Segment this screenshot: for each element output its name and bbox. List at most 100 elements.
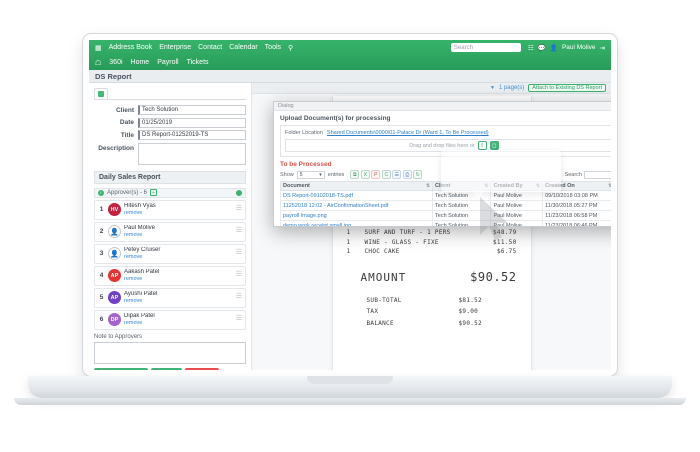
- caret-down-icon[interactable]: ▼: [489, 85, 495, 91]
- remove-approver-link[interactable]: remove: [124, 319, 143, 326]
- menu-item-enterprise[interactable]: Enterprise: [159, 44, 192, 51]
- grid-icon[interactable]: ☷: [527, 44, 534, 52]
- approver-meta: Ayushi Patel remove: [124, 291, 230, 304]
- save-as-draft-button[interactable]: 💾 Save as Draft: [94, 367, 148, 370]
- drag-handle-icon[interactable]: ☰: [235, 315, 242, 323]
- nav-item-payroll[interactable]: Payroll: [157, 59, 179, 66]
- sort-icon: ⇅: [608, 183, 611, 189]
- upload-section-title: Upload Document(s) for processing: [280, 115, 391, 122]
- description-input[interactable]: [138, 142, 246, 165]
- drag-handle-icon[interactable]: ☰: [235, 227, 242, 235]
- cancel-button[interactable]: ✖ Cancel: [185, 367, 219, 370]
- menu-item-contact[interactable]: Contact: [198, 44, 223, 51]
- remove-approver-link[interactable]: remove: [124, 231, 143, 238]
- date-label: Date: [119, 119, 134, 126]
- receipt-amount-row: AMOUNT $90.52: [347, 270, 517, 284]
- menu-item-tools[interactable]: Tools: [264, 44, 282, 51]
- entries-per-page-select[interactable]: 5 ▾: [296, 170, 325, 179]
- drag-handle-icon[interactable]: ☰: [235, 249, 242, 257]
- total-label: TAX: [366, 308, 379, 316]
- section-header-daily-sales: Daily Sales Report: [94, 170, 246, 184]
- date-input[interactable]: 01/25/2019: [138, 117, 246, 128]
- cell-document[interactable]: DS Report-09102018-TS.pdf: [279, 190, 434, 201]
- folder-icon[interactable]: ◻: [489, 141, 499, 150]
- csv-icon[interactable]: C: [381, 170, 391, 179]
- col-document-label: Document: [283, 183, 310, 189]
- user-icon[interactable]: 👤: [549, 44, 558, 52]
- search-label: Search: [564, 171, 582, 178]
- upload-icon[interactable]: ⇧: [477, 141, 487, 150]
- table-row[interactable]: demo work receipt small.jpg Tech Solutio…: [279, 220, 611, 226]
- item-qty: 1: [346, 248, 351, 256]
- chat-icon[interactable]: 💬: [537, 44, 546, 52]
- to-be-processed-title: To be Processed: [280, 161, 332, 168]
- remove-approver-link[interactable]: remove: [124, 209, 143, 216]
- home-icon[interactable]: ☖: [95, 59, 102, 67]
- nav-item-home[interactable]: Home: [130, 59, 150, 66]
- menu-item-calendar[interactable]: Calendar: [229, 44, 258, 51]
- remove-approver-link[interactable]: remove: [124, 297, 143, 304]
- search-input[interactable]: [584, 170, 611, 179]
- drag-handle-icon[interactable]: ☰: [235, 205, 242, 213]
- table-row[interactable]: payroll Image.png Tech Solution Paul Mol…: [279, 210, 611, 221]
- list-item[interactable]: 3 👤 Petey Cruiser remove ☰: [94, 243, 246, 264]
- menu-item-address-book[interactable]: Address Book: [108, 44, 153, 51]
- chevron-down-icon: ▾: [319, 171, 322, 178]
- search-input[interactable]: Search: [450, 43, 521, 52]
- list-item[interactable]: 6 DP Dipak Patel remove ☰: [94, 309, 246, 330]
- viewer-toolbar: ▼ 1 page(s) Attach to Existing DS Report: [252, 83, 611, 94]
- logout-icon[interactable]: ⇥: [599, 44, 605, 52]
- attach-to-existing-ds-report-button[interactable]: Attach to Existing DS Report: [528, 84, 606, 92]
- folder-location-link[interactable]: Shared Documents\0000\01-Palace Dr (Ward…: [326, 130, 489, 136]
- laptop-lid: ▦ Address Book Enterprise Contact Calend…: [83, 34, 617, 376]
- drag-handle-icon[interactable]: ☰: [235, 271, 242, 279]
- page-count-label: 1 page(s): [498, 85, 525, 91]
- copy-icon[interactable]: ⧉: [350, 170, 360, 179]
- modal-titlebar: Dialog ✕: [274, 102, 611, 111]
- search-icon[interactable]: ⚲: [288, 44, 294, 52]
- cell-document[interactable]: demo work receipt small.jpg: [279, 220, 434, 226]
- tooltip-bubble: [441, 150, 561, 192]
- total-value: $90.52: [458, 319, 482, 327]
- user-name[interactable]: Paul Molive: [561, 44, 596, 51]
- nav-item-tickets[interactable]: Tickets: [186, 59, 209, 66]
- add-approver-icon[interactable]: +: [150, 189, 158, 196]
- column-visibility-icon[interactable]: ☰: [392, 170, 402, 179]
- nav-item-360i[interactable]: 360i: [109, 59, 123, 66]
- approver-name: Petey Cruiser: [124, 246, 161, 253]
- title-input[interactable]: DS Report-01252019-TS: [138, 130, 246, 140]
- pdf-icon[interactable]: P: [371, 170, 381, 179]
- list-item[interactable]: 1 HV Hitesh Vyas remove ☰: [94, 199, 246, 220]
- note-textarea[interactable]: [94, 341, 246, 364]
- client-input[interactable]: Tech Solution: [138, 105, 246, 115]
- approver-meta: Aakash Patel remove: [124, 269, 230, 282]
- grid-tab-icon[interactable]: [94, 88, 108, 99]
- save-icon: 💾: [155, 370, 162, 371]
- total-label: SUB-TOTAL: [366, 296, 402, 304]
- main-nav-bar: ☖ 360i Home Payroll Tickets: [89, 55, 611, 70]
- sort-icon: ⇅: [425, 183, 431, 189]
- dropzone-text: Drag and drop files here or: [409, 142, 475, 149]
- note-label: Note to Approvers: [94, 333, 143, 340]
- save-button[interactable]: 💾 Save: [150, 367, 183, 371]
- table-row[interactable]: DS Report-09102018-TS.pdf Tech Solution …: [279, 190, 611, 201]
- drag-handle-icon[interactable]: ☰: [235, 293, 242, 301]
- approver-index: 1: [99, 206, 104, 213]
- list-item[interactable]: 5 AP Ayushi Patel remove ☰: [94, 287, 246, 308]
- print-icon[interactable]: ⎙: [402, 170, 412, 179]
- avatar: AP: [108, 291, 121, 304]
- item-amt: $48.79: [493, 229, 517, 237]
- approvers-header: ✓ Approver(s) - 6 +: [94, 187, 246, 198]
- approver-index: 3: [99, 250, 104, 257]
- excel-icon[interactable]: X: [360, 170, 370, 179]
- cell-document[interactable]: 11252018 12:02 - AirConfirmationSheet.pd…: [279, 200, 434, 211]
- table-row[interactable]: 11252018 12:02 - AirConfirmationSheet.pd…: [279, 200, 611, 211]
- list-item[interactable]: 2 👤 Paul Molive remove ☰: [94, 221, 246, 242]
- list-item[interactable]: 4 AP Aakash Patel remove ☰: [94, 265, 246, 286]
- remove-approver-link[interactable]: remove: [124, 253, 143, 260]
- refresh-icon[interactable]: ↻: [413, 170, 423, 179]
- col-document[interactable]: Document ⇅: [279, 181, 434, 191]
- total-value: $81.52: [458, 296, 482, 304]
- cell-document[interactable]: payroll Image.png: [279, 210, 434, 221]
- remove-approver-link[interactable]: remove: [124, 275, 143, 282]
